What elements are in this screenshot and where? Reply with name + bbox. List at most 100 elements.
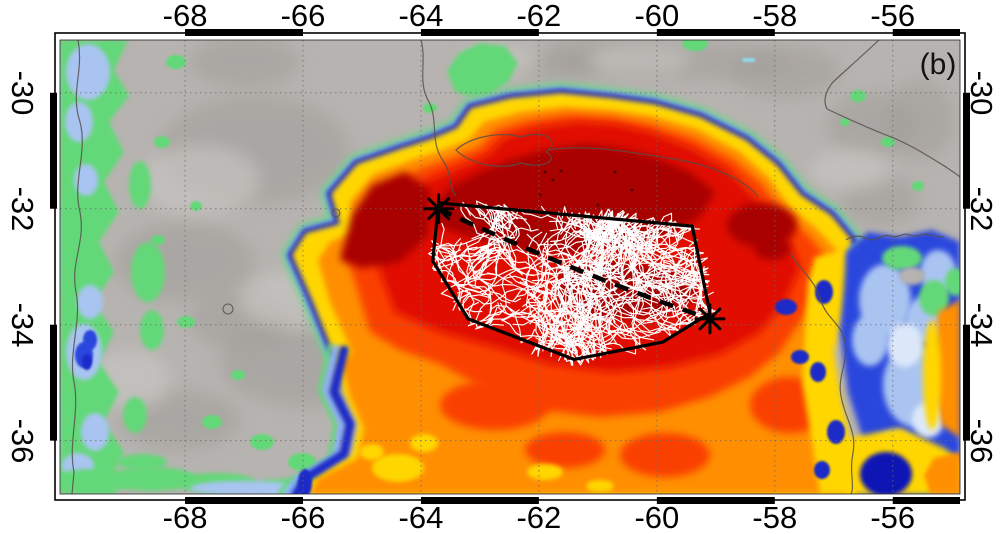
ellipse-shape (298, 469, 312, 494)
ellipse-shape (82, 354, 92, 370)
ellipse-shape (190, 201, 202, 211)
rect-shape (59, 39, 961, 495)
ellipse-shape (123, 397, 147, 433)
circle-shape (543, 170, 547, 174)
tick-label-lat: -32 (964, 186, 999, 232)
ellipse-shape (590, 45, 690, 75)
end-asterisk-icon (694, 303, 726, 335)
tick-label-lat: -30 (5, 70, 40, 116)
ellipse-shape (912, 181, 924, 191)
tick-label-lon: -64 (398, 0, 444, 33)
circle-shape (613, 170, 617, 174)
rect-shape (50, 92, 57, 209)
track-overlay (423, 193, 726, 362)
path-shape (824, 40, 880, 110)
ellipse-shape (885, 80, 955, 160)
circle-shape (551, 178, 555, 182)
ellipse-shape (166, 55, 186, 69)
circle-shape (559, 169, 563, 173)
panel-label: (b) (919, 48, 957, 81)
ellipse-shape (140, 310, 164, 350)
tick-label-lat: -34 (964, 302, 999, 348)
ellipse-shape (410, 434, 438, 452)
ellipse-shape (791, 350, 809, 364)
rect-shape (656, 497, 775, 504)
ellipse-shape (520, 50, 600, 80)
ellipse-shape (775, 299, 797, 315)
tick-label-lat: -36 (964, 418, 999, 464)
ellipse-shape (131, 242, 165, 302)
ellipse-shape (129, 161, 151, 209)
path-shape (924, 452, 960, 494)
path-shape (71, 40, 83, 494)
tick-label-lon: -58 (752, 0, 798, 33)
ellipse-shape (65, 102, 93, 142)
ellipse-shape (81, 413, 109, 451)
rect-shape (892, 29, 960, 36)
ellipse-shape (154, 136, 170, 148)
ellipse-shape (190, 40, 300, 88)
circle-shape (596, 203, 600, 207)
tick-label-lon: -68 (162, 500, 208, 534)
ellipse-shape (66, 44, 110, 100)
ellipse-shape (727, 203, 797, 247)
tick-label-lon: -66 (280, 0, 326, 33)
path-shape (420, 40, 457, 197)
ellipse-shape (83, 330, 97, 350)
tick-label-lon: -60 (634, 500, 680, 534)
path-shape (845, 233, 945, 241)
ellipse-shape (840, 118, 850, 126)
tick-label-lat: -34 (5, 302, 40, 348)
ellipse-shape (140, 145, 260, 215)
rect-shape (656, 29, 775, 36)
start-asterisk-icon (423, 193, 455, 225)
path-shape (284, 344, 346, 494)
tick-label-lon: -68 (162, 0, 208, 33)
tick-label-lon: -62 (516, 500, 562, 534)
ellipse-shape (919, 280, 949, 316)
ellipse-shape (288, 453, 316, 471)
tick-label-lon: -66 (280, 500, 326, 534)
ellipse-shape (815, 280, 833, 304)
path-shape (340, 172, 430, 268)
path-shape (789, 252, 855, 494)
rect-shape (963, 324, 970, 441)
ellipse-shape (682, 40, 708, 51)
ellipse-shape (250, 434, 274, 450)
path-shape (455, 133, 553, 167)
rect-shape (420, 29, 539, 36)
rect-shape (892, 497, 960, 504)
rect-shape (420, 497, 539, 504)
ellipse-shape (525, 432, 605, 468)
path-shape (826, 108, 960, 178)
ellipse-shape (151, 235, 165, 245)
system-polygon (431, 201, 712, 362)
ellipse-shape (117, 454, 167, 470)
ellipse-shape (923, 320, 941, 430)
path-shape (60, 40, 129, 494)
rect-shape (185, 497, 303, 504)
ellipse-shape (899, 267, 925, 285)
map-frame (50, 29, 970, 504)
tick-label-lat: -36 (5, 418, 40, 464)
tick-label-lon: -56 (870, 0, 916, 33)
ellipse-shape (423, 103, 437, 113)
line-shape (427, 197, 451, 221)
ellipse-shape (360, 444, 384, 460)
ellipse-shape (887, 323, 923, 367)
ellipse-shape (882, 246, 922, 270)
rect-shape (185, 29, 303, 36)
tick-label-lon: -64 (398, 500, 444, 534)
rect-shape (50, 324, 57, 441)
ellipse-shape (527, 464, 563, 480)
ellipse-shape (814, 461, 830, 479)
line-shape (698, 307, 722, 331)
ellipse-shape (74, 164, 98, 196)
ellipse-shape (827, 420, 845, 444)
tick-label-lat: -30 (964, 70, 999, 116)
ellipse-shape (860, 452, 912, 494)
ellipse-shape (440, 380, 550, 430)
circle-shape (222, 303, 234, 315)
